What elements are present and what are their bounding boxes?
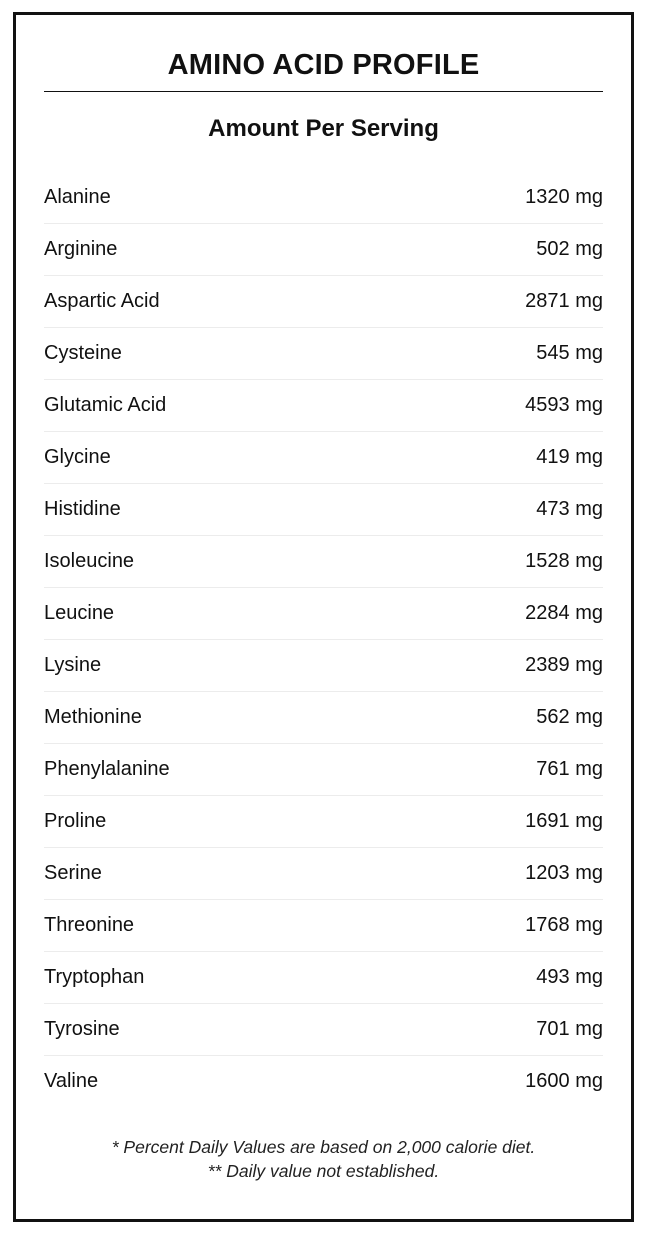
amino-acid-name: Phenylalanine [44, 758, 170, 780]
amino-acid-name: Lysine [44, 654, 102, 676]
list-item: Histidine 473 mg [44, 484, 603, 536]
title-divider [44, 91, 603, 92]
amino-acid-amount: 2871 mg [525, 290, 603, 312]
panel-title: AMINO ACID PROFILE [167, 49, 480, 81]
amino-acid-amount: 1768 mg [525, 914, 603, 936]
panel-subtitle: Amount Per Serving [208, 115, 439, 142]
amino-acid-amount: 1600 mg [525, 1070, 603, 1092]
amino-acid-amount: 419 mg [536, 446, 603, 468]
amino-acid-amount: 502 mg [536, 238, 603, 260]
amino-acid-amount: 1203 mg [525, 862, 603, 884]
list-item: Valine 1600 mg [44, 1056, 603, 1107]
amino-acid-amount: 1320 mg [525, 186, 603, 208]
list-item: Leucine 2284 mg [44, 588, 603, 640]
amino-acid-name: Proline [44, 810, 107, 832]
amino-acid-name: Histidine [44, 498, 121, 520]
amino-acid-amount: 1528 mg [525, 550, 603, 572]
amino-acid-amount: 493 mg [536, 966, 603, 988]
amino-acid-amount: 4593 mg [525, 394, 603, 416]
amino-acid-amount: 473 mg [536, 498, 603, 520]
list-item: Tryptophan 493 mg [44, 952, 603, 1004]
list-item: Proline 1691 mg [44, 796, 603, 848]
list-item: Arginine 502 mg [44, 224, 603, 276]
list-item: Isoleucine 1528 mg [44, 536, 603, 588]
amino-acid-name: Glycine [44, 446, 111, 468]
amino-acid-panel: AMINO ACID PROFILE Amount Per Serving Al… [13, 12, 634, 1222]
amino-acid-name: Threonine [44, 914, 135, 936]
list-item: Tyrosine 701 mg [44, 1004, 603, 1056]
amino-acid-list: Alanine 1320 mg Arginine 502 mg Aspartic Aci… [44, 172, 603, 1107]
list-item: Glycine 419 mg [44, 432, 603, 484]
list-item: Cysteine 545 mg [44, 328, 603, 380]
amino-acid-name: Valine [44, 1070, 99, 1092]
list-item: Glutamic Acid 4593 mg [44, 380, 603, 432]
amino-acid-name: Tyrosine [44, 1018, 120, 1040]
amino-acid-amount: 2284 mg [525, 602, 603, 624]
list-item: Lysine 2389 mg [44, 640, 603, 692]
amino-acid-amount: 761 mg [536, 758, 603, 780]
amino-acid-amount: 545 mg [536, 342, 603, 364]
amino-acid-name: Cysteine [44, 342, 122, 364]
list-item: Methionine 562 mg [44, 692, 603, 744]
footnote-not-established: ** Daily value not established. [207, 1161, 440, 1181]
list-item: Aspartic Acid 2871 mg [44, 276, 603, 328]
amino-acid-name: Tryptophan [44, 966, 145, 988]
amino-acid-name: Serine [44, 862, 102, 884]
amino-acid-name: Glutamic Acid [44, 394, 167, 416]
list-item: Phenylalanine 761 mg [44, 744, 603, 796]
footnote-daily-values: * Percent Daily Values are based on 2,00… [111, 1137, 536, 1157]
list-item: Alanine 1320 mg [44, 172, 603, 224]
list-item: Serine 1203 mg [44, 848, 603, 900]
amino-acid-amount: 2389 mg [525, 654, 603, 676]
amino-acid-amount: 562 mg [536, 706, 603, 728]
footnotes: * Percent Daily Values are based on 2,00… [44, 1135, 603, 1183]
amino-acid-name: Alanine [44, 186, 111, 208]
amino-acid-name: Leucine [44, 602, 115, 624]
amino-acid-amount: 1691 mg [525, 810, 603, 832]
amino-acid-name: Aspartic Acid [44, 290, 160, 312]
amino-acid-name: Methionine [44, 706, 142, 728]
amino-acid-name: Arginine [44, 238, 118, 260]
amino-acid-name: Isoleucine [44, 550, 135, 572]
list-item: Threonine 1768 mg [44, 900, 603, 952]
amino-acid-amount: 701 mg [536, 1018, 603, 1040]
